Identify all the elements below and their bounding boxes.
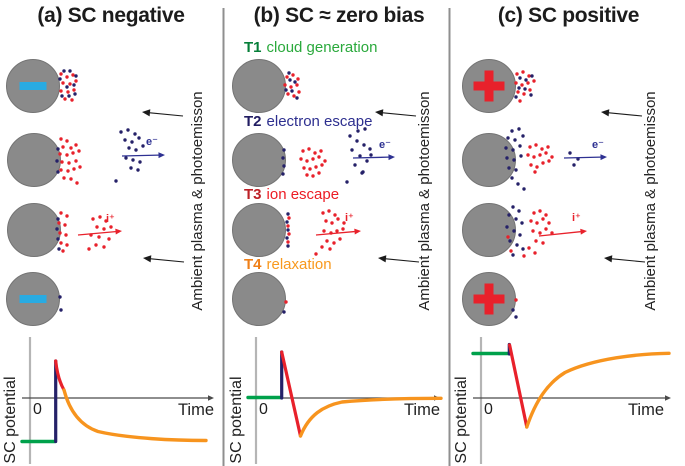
ambient-arrow-b-top bbox=[375, 109, 417, 117]
cloud-c2-electron-escape bbox=[568, 151, 580, 167]
ion-arrow-a bbox=[77, 228, 122, 236]
stage-t4-tag: T4 bbox=[244, 256, 262, 273]
spacecraft-c4-plus-icon bbox=[473, 283, 505, 315]
cloud-a2-ions-held bbox=[55, 137, 82, 185]
potential-plot-b-electron-escape-red bbox=[280, 350, 303, 438]
stage-label-t3: T3 ion escape bbox=[244, 187, 339, 202]
xaxis-label-a: Time bbox=[177, 401, 214, 419]
cloud-b3-surface bbox=[285, 212, 291, 248]
cloud-b1-mixed bbox=[283, 71, 301, 100]
spacecraft-b4 bbox=[232, 272, 286, 326]
yaxis-label-a: SC potential bbox=[2, 376, 19, 464]
panel-b-title: (b) SC ≈ zero bias bbox=[253, 4, 425, 27]
electron-arrow-b bbox=[352, 154, 395, 161]
cloud-a2-electron-escape bbox=[114, 128, 145, 183]
spacecraft-a3 bbox=[7, 203, 61, 257]
origin-tick-c: 0 bbox=[484, 401, 493, 418]
potential-plot-a-xaxis bbox=[22, 395, 214, 401]
origin-tick-b: 0 bbox=[259, 401, 268, 418]
ambient-plasma-label-a: Ambient plasma & photoemisson bbox=[189, 91, 206, 311]
yaxis-label-b: SC potential bbox=[228, 376, 245, 464]
cloud-c3-surface bbox=[505, 205, 525, 257]
ion-label-c: i⁺ bbox=[572, 212, 581, 224]
yaxis-label-c: SC potential bbox=[453, 376, 470, 464]
stage-t1-text: cloud generation bbox=[266, 39, 378, 56]
ambient-arrow-b-bottom bbox=[378, 255, 420, 263]
stage-t3-tag: T3 bbox=[244, 186, 262, 203]
cloud-b4-residual bbox=[282, 300, 288, 314]
electron-arrow-a bbox=[121, 152, 165, 159]
electron-arrow-c bbox=[563, 154, 607, 161]
potential-plot-b-relaxation-orange bbox=[298, 396, 443, 438]
potential-plot-c-electron-escape-red bbox=[508, 343, 529, 429]
ambient-arrow-a-bottom bbox=[143, 255, 185, 263]
stage-label-t1: T1 cloud generation bbox=[244, 40, 377, 55]
cloud-a4-residual bbox=[58, 295, 63, 312]
stage-t4-text: relaxation bbox=[266, 256, 332, 273]
panel-a-title: (a) SC negative bbox=[37, 4, 185, 27]
cloud-c2-electrons-held bbox=[504, 127, 554, 191]
panel-c-title: (c) SC positive bbox=[497, 4, 640, 27]
spacecraft-b2 bbox=[232, 133, 286, 187]
ambient-arrow-c-top bbox=[601, 109, 643, 117]
stage-t1-tag: T1 bbox=[244, 39, 262, 56]
spacecraft-c2 bbox=[462, 133, 516, 187]
ion-label-b: i⁺ bbox=[345, 212, 354, 224]
spacecraft-a2 bbox=[7, 133, 61, 187]
potential-plot-c-xaxis bbox=[473, 395, 671, 401]
spacecraft-c1-plus-icon bbox=[473, 70, 505, 102]
potential-plot-c-relaxation-orange bbox=[525, 351, 671, 429]
xaxis-label-b: Time bbox=[403, 401, 440, 419]
cloud-b2-electron-escape bbox=[345, 127, 373, 184]
cloud-c3-ion-escape bbox=[522, 209, 554, 258]
stage-t2-text: electron escape bbox=[266, 113, 373, 130]
ambient-plasma-label-b: Ambient plasma & photoemisson bbox=[416, 91, 433, 311]
ambient-plasma-label-c: Ambient plasma & photoemisson bbox=[642, 91, 659, 311]
spacecraft-a4-minus-icon bbox=[19, 295, 47, 303]
spacecraft-c3 bbox=[462, 203, 516, 257]
electron-label-b: e⁻ bbox=[379, 139, 391, 151]
cloud-b2-ions-held bbox=[281, 147, 327, 178]
ambient-arrow-c-bottom bbox=[604, 255, 646, 263]
electron-label-c: e⁻ bbox=[592, 139, 604, 151]
xaxis-label-c: Time bbox=[627, 401, 664, 419]
ambient-arrow-a-top bbox=[142, 109, 184, 117]
cloud-c1-mixed bbox=[514, 70, 536, 103]
ion-arrow-b bbox=[315, 228, 361, 236]
stage-label-t4: T4 relaxation bbox=[244, 257, 332, 272]
spacecraft-b3 bbox=[232, 203, 286, 257]
electron-label-a: e⁻ bbox=[146, 136, 158, 148]
ion-label-a: i⁺ bbox=[106, 213, 115, 225]
spacecraft-a1-minus-icon bbox=[19, 82, 47, 90]
origin-tick-a: 0 bbox=[33, 401, 42, 418]
spacecraft-b1 bbox=[232, 59, 286, 113]
cloud-a3-surface bbox=[55, 211, 69, 253]
ion-arrow-c bbox=[538, 228, 587, 237]
potential-plot-a-electron-escape-red bbox=[54, 359, 66, 392]
stage-t3-text: ion escape bbox=[266, 186, 340, 203]
cloud-c4-residual bbox=[511, 298, 518, 319]
stage-label-t2: T2 electron escape bbox=[244, 114, 372, 129]
stage-t2-tag: T2 bbox=[244, 113, 262, 130]
potential-plot-a-relaxation-orange bbox=[62, 388, 208, 443]
cloud-a1-mixed bbox=[58, 69, 78, 102]
